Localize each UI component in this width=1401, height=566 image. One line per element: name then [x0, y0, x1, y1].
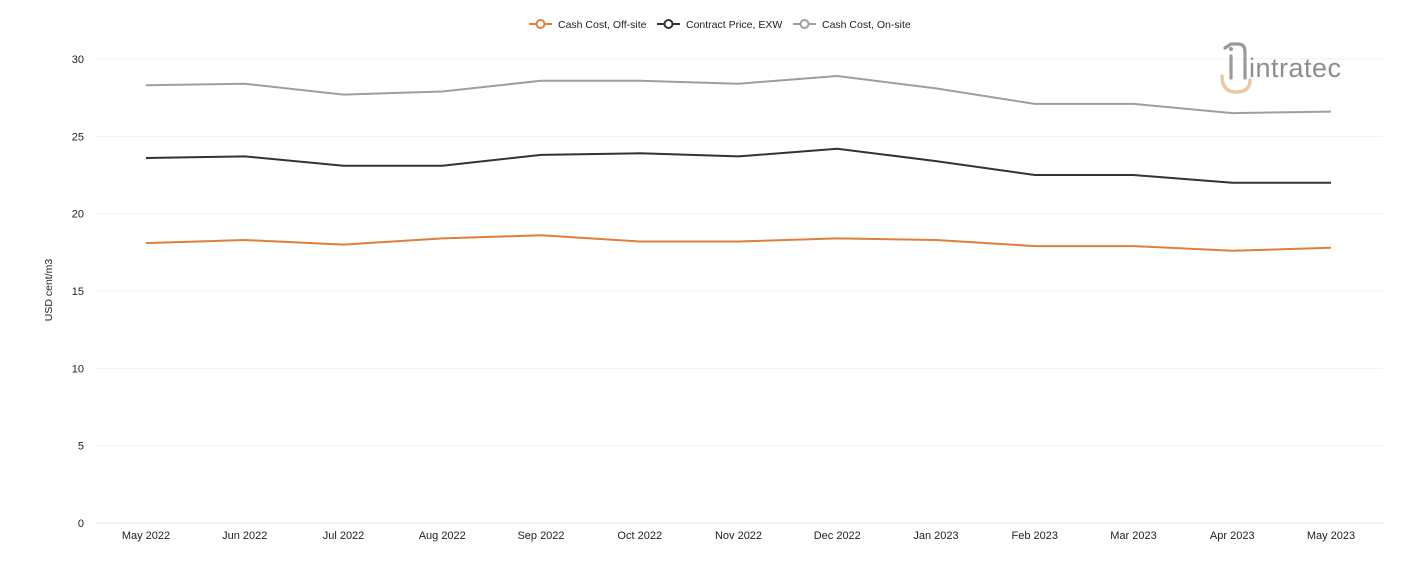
legend-item[interactable]: Contract Price, EXW — [657, 19, 782, 31]
series-line[interactable] — [145, 234, 1332, 252]
series-line[interactable] — [145, 147, 1331, 184]
x-tick-label: Sep 2022 — [517, 530, 564, 542]
y-tick-label: 10 — [72, 363, 84, 375]
y-tick-label: 5 — [78, 441, 84, 453]
x-tick-label: Jul 2022 — [323, 530, 365, 542]
legend[interactable]: Cash Cost, Off-site Contract Price, EXW Ca… — [529, 19, 911, 31]
legend-label: Contract Price, EXW — [686, 19, 782, 31]
brand-logo: intratec — [1220, 42, 1342, 94]
x-tick-label: Dec 2022 — [814, 530, 861, 542]
intratec-logo-icon — [1220, 42, 1252, 94]
x-tick-label: Oct 2022 — [617, 530, 662, 542]
legend-label: Cash Cost, On-site — [822, 19, 911, 31]
y-tick-label: 0 — [78, 518, 84, 530]
x-tick-label: Jan 2023 — [913, 530, 958, 542]
series-line[interactable] — [145, 75, 1332, 115]
x-tick-label: May 2023 — [1307, 530, 1355, 542]
legend-item[interactable]: Cash Cost, Off-site — [529, 19, 647, 31]
logo-text: intratec — [1249, 53, 1342, 83]
legend-circle-marker — [799, 19, 810, 29]
y-tick-label: 25 — [72, 131, 84, 143]
x-tick-label: Feb 2023 — [1012, 530, 1058, 542]
legend-label: Cash Cost, Off-site — [558, 19, 647, 31]
x-tick-label: Jun 2022 — [222, 530, 267, 542]
x-tick-label: Mar 2023 — [1110, 530, 1156, 542]
y-tick-label: 20 — [72, 209, 84, 221]
legend-circle-marker — [535, 19, 546, 29]
series-layer — [145, 75, 1332, 252]
x-tick-label: Nov 2022 — [715, 530, 762, 542]
y-tick-label: 30 — [72, 54, 84, 66]
legend-item[interactable]: Cash Cost, On-site — [793, 19, 911, 31]
grid-layer — [96, 58, 1383, 524]
y-tick-layer: 0 5 10 15 20 25 30 — [72, 54, 84, 530]
x-tick-label: Apr 2023 — [1210, 530, 1255, 542]
y-tick-label: 15 — [72, 286, 84, 298]
x-tick-label: Aug 2022 — [419, 530, 466, 542]
legend-circle-marker — [663, 19, 674, 29]
x-tick-layer: May 2022 Jun 2022 Jul 2022 Aug 2022 Sep 2022… — [122, 530, 1355, 542]
x-tick-label: May 2022 — [122, 530, 170, 542]
y-axis-title: USD cent/m3 — [43, 259, 55, 322]
